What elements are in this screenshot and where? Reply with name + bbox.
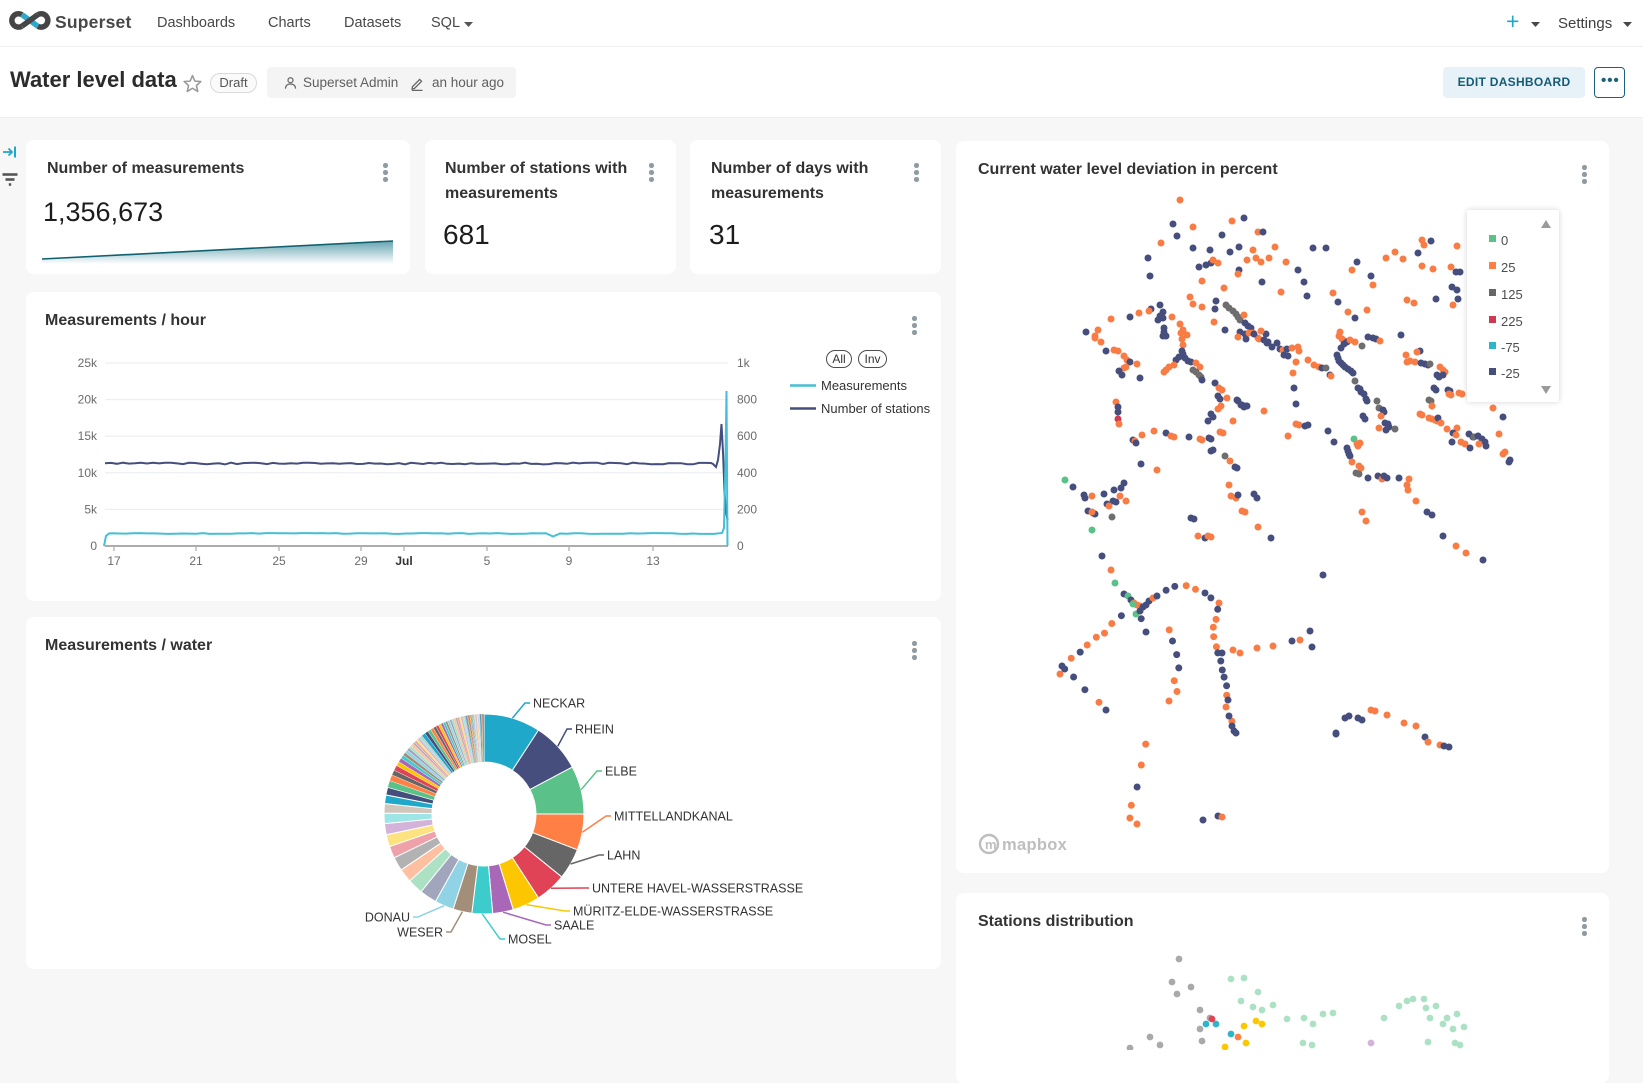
svg-text:5: 5 — [484, 554, 491, 568]
svg-text:225: 225 — [1501, 314, 1523, 329]
svg-text:600: 600 — [737, 429, 757, 443]
svg-text:0: 0 — [90, 539, 97, 553]
svg-text:RHEIN: RHEIN — [575, 723, 614, 737]
svg-text:17: 17 — [107, 554, 121, 568]
svg-text:21: 21 — [189, 554, 203, 568]
svg-text:0: 0 — [737, 539, 744, 553]
svg-text:125: 125 — [1501, 287, 1523, 302]
svg-text:SAALE: SAALE — [554, 919, 594, 933]
svg-text:13: 13 — [646, 554, 660, 568]
svg-text:15k: 15k — [78, 429, 98, 443]
svg-text:29: 29 — [354, 554, 368, 568]
svg-text:5k: 5k — [84, 502, 98, 516]
svg-text:UNTERE HAVEL-WASSERSTRASSE: UNTERE HAVEL-WASSERSTRASSE — [592, 882, 803, 896]
svg-text:-75: -75 — [1501, 340, 1520, 355]
svg-text:mapbox: mapbox — [1002, 836, 1068, 854]
svg-text:m: m — [985, 837, 997, 852]
svg-text:20k: 20k — [78, 393, 98, 407]
svg-text:25: 25 — [272, 554, 286, 568]
svg-text:MITTELLANDKANAL: MITTELLANDKANAL — [614, 810, 733, 824]
svg-text:WESER: WESER — [397, 926, 443, 940]
svg-text:LAHN: LAHN — [607, 849, 640, 863]
svg-text:10k: 10k — [78, 466, 98, 480]
svg-text:ELBE: ELBE — [605, 765, 637, 779]
svg-text:-25: -25 — [1501, 366, 1520, 381]
svg-text:1k: 1k — [737, 356, 751, 370]
svg-text:MOSEL: MOSEL — [508, 933, 552, 947]
svg-text:Jul: Jul — [395, 554, 412, 568]
svg-text:0: 0 — [1501, 233, 1508, 248]
svg-text:800: 800 — [737, 393, 757, 407]
svg-text:9: 9 — [566, 554, 573, 568]
svg-text:25k: 25k — [78, 356, 98, 370]
svg-text:DONAU: DONAU — [365, 911, 410, 925]
svg-text:25: 25 — [1501, 260, 1515, 275]
svg-text:400: 400 — [737, 466, 757, 480]
svg-text:MÜRITZ-ELDE-WASSERSTRASSE: MÜRITZ-ELDE-WASSERSTRASSE — [573, 905, 773, 919]
svg-text:NECKAR: NECKAR — [533, 697, 585, 711]
svg-text:200: 200 — [737, 502, 757, 516]
